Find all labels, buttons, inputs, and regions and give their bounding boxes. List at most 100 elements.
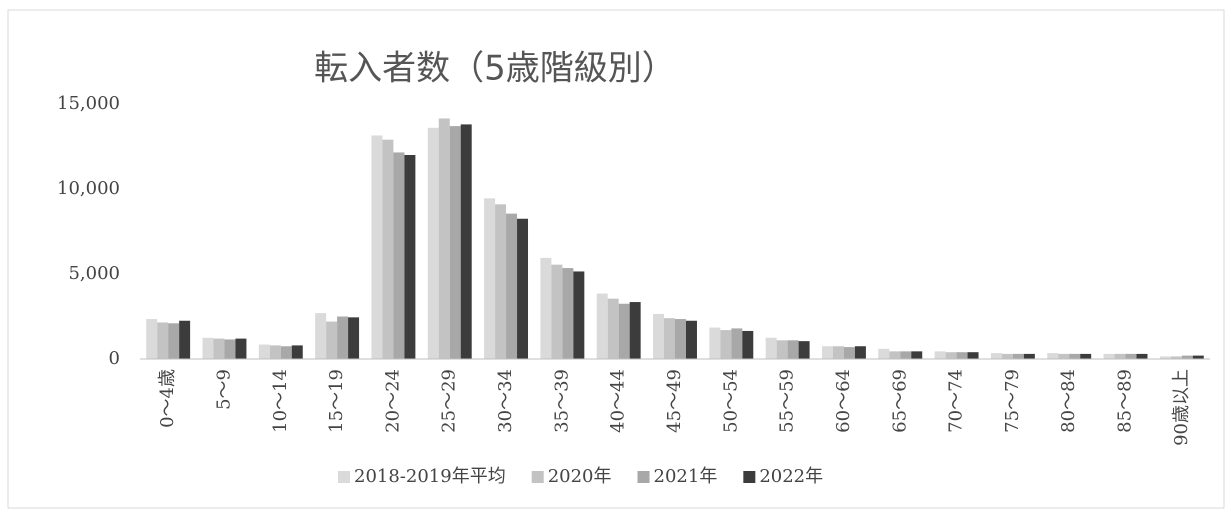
bar bbox=[449, 126, 461, 359]
x-tick-label: 65～69 bbox=[889, 369, 910, 433]
bar bbox=[1181, 355, 1193, 359]
bar bbox=[179, 320, 191, 359]
bar bbox=[1023, 353, 1035, 359]
bar bbox=[438, 118, 450, 359]
legend-label: 2020年 bbox=[548, 466, 612, 487]
bar bbox=[1114, 353, 1126, 359]
bar bbox=[1103, 353, 1115, 359]
x-tick-label: 70～74 bbox=[946, 369, 967, 433]
x-tick-label: 20～24 bbox=[382, 369, 403, 433]
bar bbox=[540, 257, 552, 359]
bar bbox=[742, 330, 754, 359]
bar bbox=[664, 318, 675, 359]
bar bbox=[326, 321, 338, 359]
bar bbox=[821, 346, 833, 359]
bar bbox=[202, 337, 214, 359]
x-tick-label: 60～64 bbox=[833, 369, 854, 433]
y-tick-label: 0 bbox=[109, 348, 120, 369]
x-tick-label: 0～4歳 bbox=[157, 369, 178, 428]
bar bbox=[787, 340, 799, 359]
bar bbox=[900, 351, 912, 359]
bar bbox=[675, 319, 686, 359]
bar bbox=[843, 347, 855, 359]
y-tick-label: 10,000 bbox=[57, 178, 120, 199]
bar bbox=[506, 213, 518, 359]
bar bbox=[1170, 356, 1182, 359]
x-tick-label: 10～14 bbox=[270, 369, 291, 433]
bar bbox=[517, 218, 529, 359]
x-tick-label: 90歳以上 bbox=[1171, 369, 1192, 446]
bar bbox=[315, 313, 327, 359]
x-tick-label: 15～19 bbox=[326, 369, 347, 433]
bar bbox=[990, 353, 1002, 359]
x-tick-label: 30～34 bbox=[495, 369, 516, 433]
bar bbox=[258, 344, 270, 359]
bar bbox=[731, 328, 743, 359]
bar bbox=[1069, 353, 1081, 359]
x-tick-label: 85～89 bbox=[1115, 369, 1136, 433]
y-tick-label: 15,000 bbox=[57, 93, 120, 114]
bar bbox=[1192, 355, 1204, 359]
bar bbox=[1058, 353, 1070, 359]
bar bbox=[337, 316, 349, 359]
legend-swatch bbox=[338, 471, 350, 483]
chart-frame bbox=[7, 9, 1225, 509]
bar bbox=[889, 351, 901, 359]
bar bbox=[551, 264, 563, 359]
bar bbox=[146, 319, 158, 359]
bar bbox=[607, 298, 619, 359]
bar bbox=[878, 348, 890, 359]
bar bbox=[235, 338, 247, 359]
bar bbox=[382, 139, 394, 359]
x-tick-label: 25～29 bbox=[439, 369, 460, 433]
bar bbox=[956, 352, 968, 359]
bar bbox=[798, 341, 810, 359]
bar bbox=[629, 302, 641, 359]
x-tick-label: 55～59 bbox=[777, 369, 798, 433]
bar bbox=[213, 338, 225, 359]
bar bbox=[1136, 353, 1148, 359]
bar bbox=[224, 339, 236, 359]
bar bbox=[157, 322, 169, 359]
legend-swatch bbox=[637, 471, 650, 483]
bar bbox=[269, 345, 281, 359]
bar bbox=[653, 313, 665, 359]
x-tick-label: 35～39 bbox=[551, 369, 572, 433]
legend-label: 2018-2019年平均 bbox=[354, 466, 506, 487]
legend-label: 2021年 bbox=[654, 466, 718, 487]
bar bbox=[618, 303, 630, 359]
bar bbox=[280, 346, 292, 359]
bar bbox=[1012, 353, 1024, 359]
bar bbox=[168, 323, 180, 359]
bar bbox=[1080, 353, 1092, 359]
bar bbox=[765, 337, 777, 359]
bar bbox=[596, 293, 608, 359]
bar bbox=[945, 352, 957, 359]
bar bbox=[427, 127, 439, 359]
bar bbox=[1159, 356, 1171, 359]
bar bbox=[1001, 353, 1013, 359]
bar bbox=[393, 152, 405, 359]
y-tick-label: 5,000 bbox=[68, 263, 120, 284]
bar bbox=[484, 198, 496, 359]
bar bbox=[562, 268, 574, 359]
bar bbox=[854, 346, 866, 359]
bar bbox=[348, 317, 360, 359]
bar bbox=[371, 135, 383, 359]
bar bbox=[404, 155, 416, 359]
bar bbox=[911, 351, 923, 359]
bar bbox=[720, 330, 732, 359]
bar bbox=[934, 351, 946, 359]
legend-label: 2022年 bbox=[759, 466, 823, 487]
x-tick-label: 40～44 bbox=[608, 369, 629, 433]
x-tick-label: 5～9 bbox=[213, 369, 234, 410]
x-tick-label: 75～79 bbox=[1002, 369, 1023, 433]
bar bbox=[776, 340, 788, 359]
bar bbox=[709, 327, 721, 359]
bar bbox=[1125, 353, 1137, 359]
bar bbox=[832, 346, 844, 359]
chart-title: 転入者数（5歳階級別） bbox=[314, 49, 676, 89]
bar bbox=[1047, 353, 1059, 359]
bar bbox=[495, 204, 507, 359]
